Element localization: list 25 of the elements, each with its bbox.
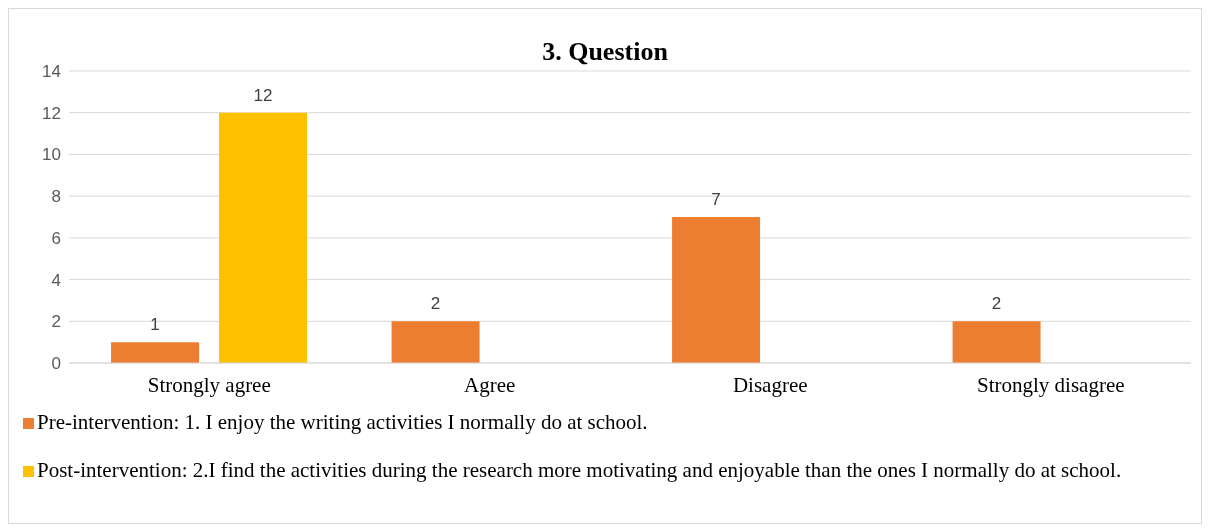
y-tick-label: 8 (51, 187, 61, 207)
bar (219, 112, 308, 363)
y-tick-label: 4 (51, 270, 61, 290)
x-tick-label: Strongly agree (147, 372, 271, 397)
bar (672, 217, 761, 363)
bar (111, 342, 200, 363)
x-tick-label: Strongly disagree (976, 372, 1125, 397)
data-label: 2 (991, 294, 1002, 314)
y-tick-label: 12 (42, 103, 61, 123)
bar (952, 321, 1041, 363)
y-tick-label: 0 (51, 354, 61, 374)
y-tick-label: 14 (42, 62, 61, 82)
y-tick-label: 10 (42, 145, 61, 165)
data-label: 7 (711, 190, 721, 209)
x-tick-label: Agree (464, 372, 516, 397)
data-label: 2 (430, 294, 441, 314)
data-label: 1 (150, 315, 160, 335)
data-label: 12 (253, 85, 273, 105)
legend-label: Pre-intervention: 1. I enjoy the writing activities I normally do at school. (36, 409, 649, 435)
legend-label: Post-intervention: 2.I find the activities during the research more motivating and enjoyable than the ones I normally do at school. (36, 457, 1123, 483)
chart-title: 3. Question (542, 37, 668, 66)
y-tick-label: 2 (51, 312, 61, 332)
y-tick-label: 6 (51, 228, 61, 248)
bar (391, 321, 480, 363)
x-tick-label: Disagree (732, 372, 808, 397)
